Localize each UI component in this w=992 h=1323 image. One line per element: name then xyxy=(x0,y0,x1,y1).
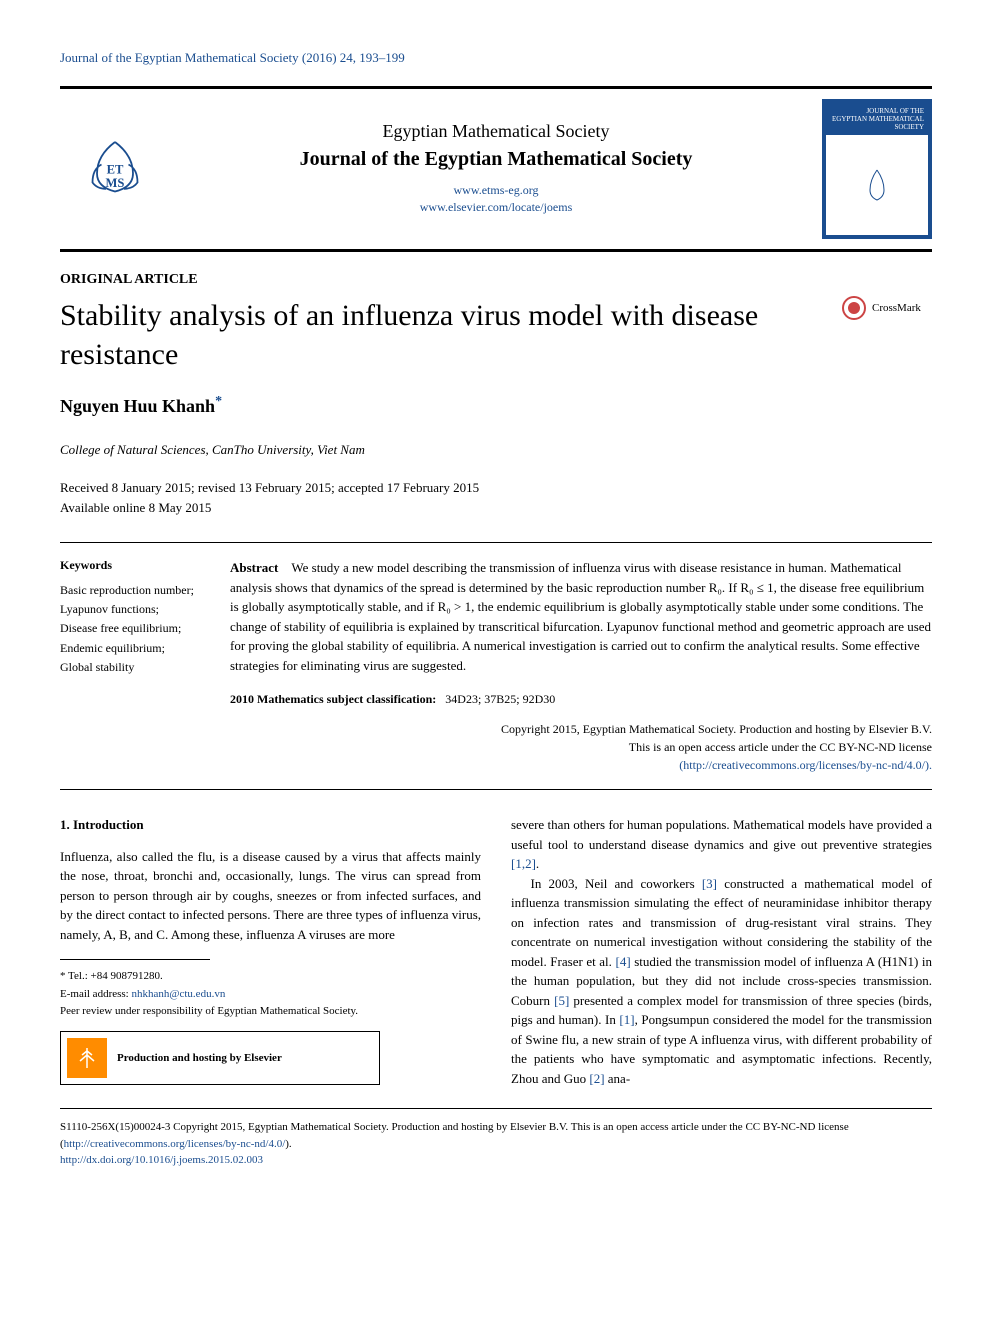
crossmark-icon xyxy=(842,296,866,320)
author-footnote-mark: * xyxy=(215,394,222,409)
tel-number: +84 908791280. xyxy=(91,970,163,982)
left-column: 1. Introduction Influenza, also called t… xyxy=(60,815,481,1088)
footer-text: ). xyxy=(285,1138,291,1150)
abstract-container: Keywords Basic reproduction number; Lyap… xyxy=(60,542,932,790)
abstract-text: We study a new model describing the tran… xyxy=(230,560,931,673)
footnote-email: E-mail address: nhkhanh@ctu.edu.vn xyxy=(60,986,481,1004)
journal-url-1[interactable]: www.etms-eg.org xyxy=(190,183,802,198)
author-text: Nguyen Huu Khanh xyxy=(60,396,215,416)
footnote-block: * Tel.: +84 908791280. E-mail address: n… xyxy=(60,968,481,1021)
doi-link[interactable]: http://dx.doi.org/10.1016/j.joems.2015.0… xyxy=(60,1154,263,1166)
dates-online: Available online 8 May 2015 xyxy=(60,498,932,518)
article-type: ORIGINAL ARTICLE xyxy=(60,272,932,288)
banner-center: Egyptian Mathematical Society Journal of… xyxy=(190,121,802,217)
journal-name: Journal of the Egyptian Mathematical Soc… xyxy=(190,148,802,171)
affiliation: College of Natural Sciences, CanTho Univ… xyxy=(60,442,932,458)
ref-link-2[interactable]: [2] xyxy=(589,1071,604,1086)
abstract-content: Abstract We study a new model describing… xyxy=(230,558,932,774)
ref-link-5[interactable]: [5] xyxy=(554,993,569,1008)
msc-label: 2010 Mathematics subject classification: xyxy=(230,692,436,706)
text-span: severe than others for human populations… xyxy=(511,817,932,852)
text-span: In 2003, Neil and coworkers xyxy=(531,876,702,891)
body-columns: 1. Introduction Influenza, also called t… xyxy=(60,815,932,1088)
article-title: Stability analysis of an influenza virus… xyxy=(60,296,822,374)
crossmark-badge[interactable]: CrossMark xyxy=(842,296,932,320)
email-label: E-mail address: xyxy=(60,988,131,1000)
journal-banner: ET MS Egyptian Mathematical Society Jour… xyxy=(60,86,932,252)
footer-license-link[interactable]: http://creativecommons.org/licenses/by-n… xyxy=(64,1138,286,1150)
crossmark-label: CrossMark xyxy=(872,302,921,314)
article-dates: Received 8 January 2015; revised 13 Febr… xyxy=(60,478,932,517)
footnote-tel: * Tel.: +84 908791280. xyxy=(60,968,481,986)
email-link[interactable]: nhkhanh@ctu.edu.vn xyxy=(131,988,225,1000)
keywords-title: Keywords xyxy=(60,558,210,573)
svg-text:ET: ET xyxy=(107,163,124,177)
ref-link-1-2[interactable]: [1,2] xyxy=(511,856,536,871)
tel-label: * Tel.: xyxy=(60,970,91,982)
msc-codes: 34D23; 37B25; 92D30 xyxy=(445,692,555,706)
cover-title: JOURNAL OF THE EGYPTIAN MATHEMATICAL SOC… xyxy=(826,103,928,135)
intro-paragraph-2: In 2003, Neil and coworkers [3] construc… xyxy=(511,874,932,1089)
dates-received: Received 8 January 2015; revised 13 Febr… xyxy=(60,478,932,498)
elsevier-logo xyxy=(67,1038,107,1078)
ref-link-4[interactable]: [4] xyxy=(615,954,630,969)
section-1-title: 1. Introduction xyxy=(60,815,481,835)
author-name: Nguyen Huu Khanh* xyxy=(60,394,932,417)
cover-image xyxy=(826,135,928,235)
journal-citation: Journal of the Egyptian Mathematical Soc… xyxy=(60,50,932,66)
copyright-block: Copyright 2015, Egyptian Mathematical So… xyxy=(230,720,932,774)
intro-paragraph-1-cont: severe than others for human populations… xyxy=(511,815,932,874)
ref-link-3[interactable]: [3] xyxy=(702,876,717,891)
elsevier-hosting-box: Production and hosting by Elsevier xyxy=(60,1031,380,1085)
keywords-list: Basic reproduction number; Lyapunov func… xyxy=(60,581,210,677)
society-name: Egyptian Mathematical Society xyxy=(190,121,802,142)
society-logo: ET MS xyxy=(60,104,170,234)
journal-cover-thumbnail: JOURNAL OF THE EGYPTIAN MATHEMATICAL SOC… xyxy=(822,99,932,239)
svg-text:MS: MS xyxy=(106,176,125,190)
copyright-line1: Copyright 2015, Egyptian Mathematical So… xyxy=(230,720,932,738)
ref-link-1[interactable]: [1] xyxy=(619,1012,634,1027)
keywords-section: Keywords Basic reproduction number; Lyap… xyxy=(60,558,230,774)
page-footer: S1110-256X(15)00024-3 Copyright 2015, Eg… xyxy=(60,1108,932,1169)
lotus-icon: ET MS xyxy=(70,124,160,214)
license-link[interactable]: (http://creativecommons.org/licenses/by-… xyxy=(679,758,932,772)
journal-url-2[interactable]: www.elsevier.com/locate/joems xyxy=(190,200,802,215)
right-column: severe than others for human populations… xyxy=(511,815,932,1088)
peer-review-note: Peer review under responsibility of Egyp… xyxy=(60,1003,481,1021)
copyright-line2: This is an open access article under the… xyxy=(230,738,932,756)
text-span: . xyxy=(536,856,539,871)
intro-paragraph-1: Influenza, also called the flu, is a dis… xyxy=(60,847,481,945)
footnote-separator xyxy=(60,959,210,960)
text-span: ana- xyxy=(605,1071,631,1086)
abstract-label: Abstract xyxy=(230,560,278,575)
elsevier-tree-icon xyxy=(72,1043,102,1073)
elsevier-hosting-text: Production and hosting by Elsevier xyxy=(117,1050,282,1067)
